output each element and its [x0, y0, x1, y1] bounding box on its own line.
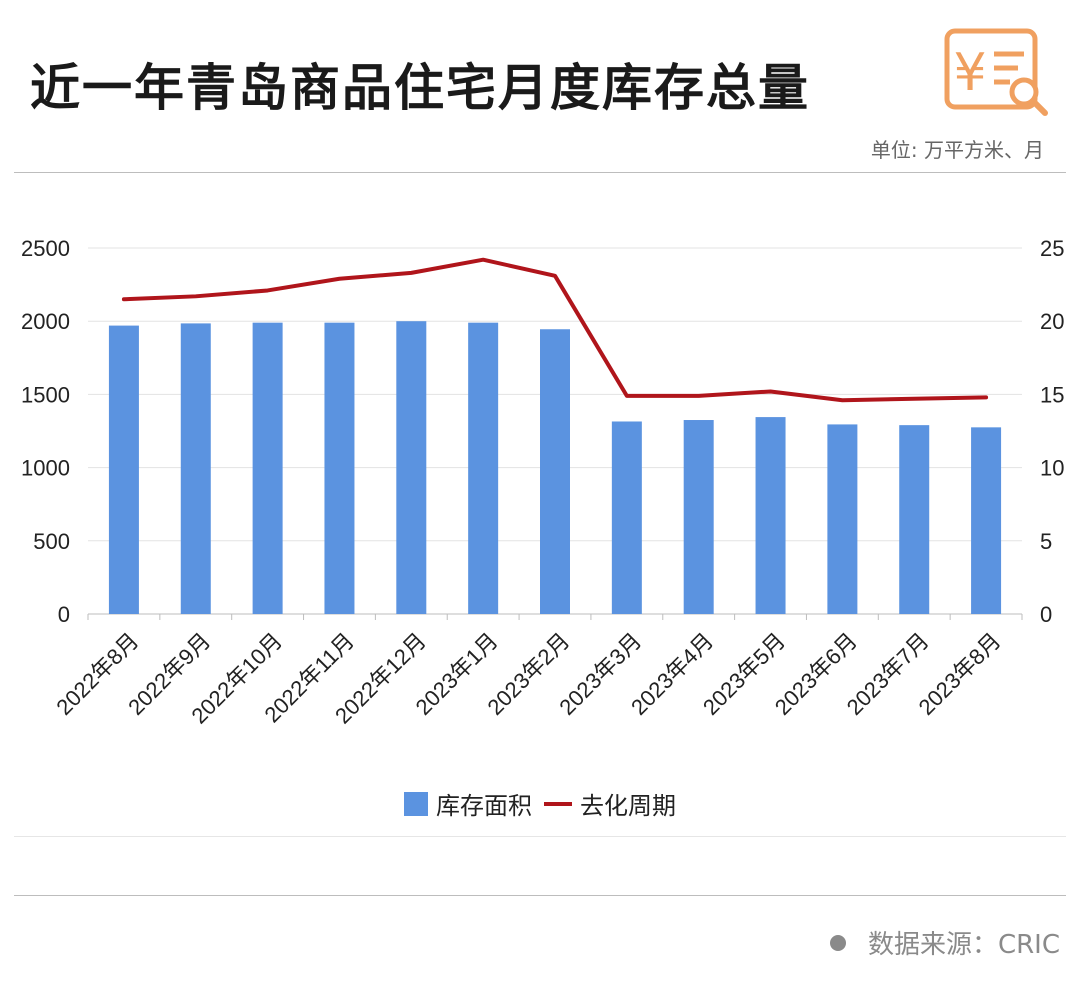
legend-label-line: 去化周期 — [580, 792, 676, 820]
chart-legend: 库存面积 去化周期 — [0, 786, 1080, 821]
y-tick-label-left: 2000 — [21, 309, 70, 334]
bullet-icon — [829, 934, 846, 951]
svg-text:¥: ¥ — [953, 43, 986, 103]
chart-title: 近一年青岛商品住宅月度库存总量 — [30, 59, 810, 117]
bar — [468, 322, 499, 614]
y-tick-label-right: 25 — [1040, 236, 1064, 261]
bar — [611, 421, 642, 614]
y-tick-label-right: 20 — [1040, 309, 1064, 334]
bar — [180, 323, 211, 614]
y-tick-label-right: 10 — [1040, 456, 1064, 481]
bar — [899, 425, 930, 614]
bar — [683, 420, 714, 614]
bar — [971, 427, 1002, 614]
bar — [755, 417, 786, 614]
data-source: 数据来源：CRIC — [829, 924, 1060, 961]
y-tick-label-right: 15 — [1040, 382, 1064, 407]
y-tick-label-left: 500 — [33, 529, 70, 554]
legend-swatch-line — [544, 801, 572, 806]
legend-item-bar: 库存面积 — [404, 786, 532, 821]
bar — [324, 322, 355, 614]
y-tick-label-right: 5 — [1040, 529, 1052, 554]
bar — [396, 321, 427, 614]
data-source-label: 数据来源：CRIC — [867, 930, 1060, 960]
unit-label: 单位: 万平方米、月 — [870, 138, 1044, 162]
legend-swatch-bar — [404, 791, 428, 816]
legend-item-line: 去化周期 — [544, 786, 676, 821]
y-tick-label-left: 0 — [58, 602, 70, 627]
chart-canvas: 0500100015002000250005101520252022年8月202… — [21, 236, 1064, 729]
y-tick-label-left: 1500 — [21, 382, 70, 407]
bar — [540, 329, 570, 614]
bar — [108, 325, 139, 614]
header-divider — [14, 172, 1066, 173]
yen-document-search-icon: ¥ — [944, 28, 1048, 116]
legend-label-bar: 库存面积 — [436, 792, 532, 820]
y-tick-label-left: 2500 — [21, 236, 70, 261]
y-tick-label-left: 1000 — [21, 456, 70, 481]
bar — [252, 322, 283, 614]
bar — [827, 424, 858, 614]
footer-divider — [14, 895, 1066, 896]
legend-divider — [14, 836, 1066, 837]
y-tick-label-right: 0 — [1040, 602, 1052, 627]
